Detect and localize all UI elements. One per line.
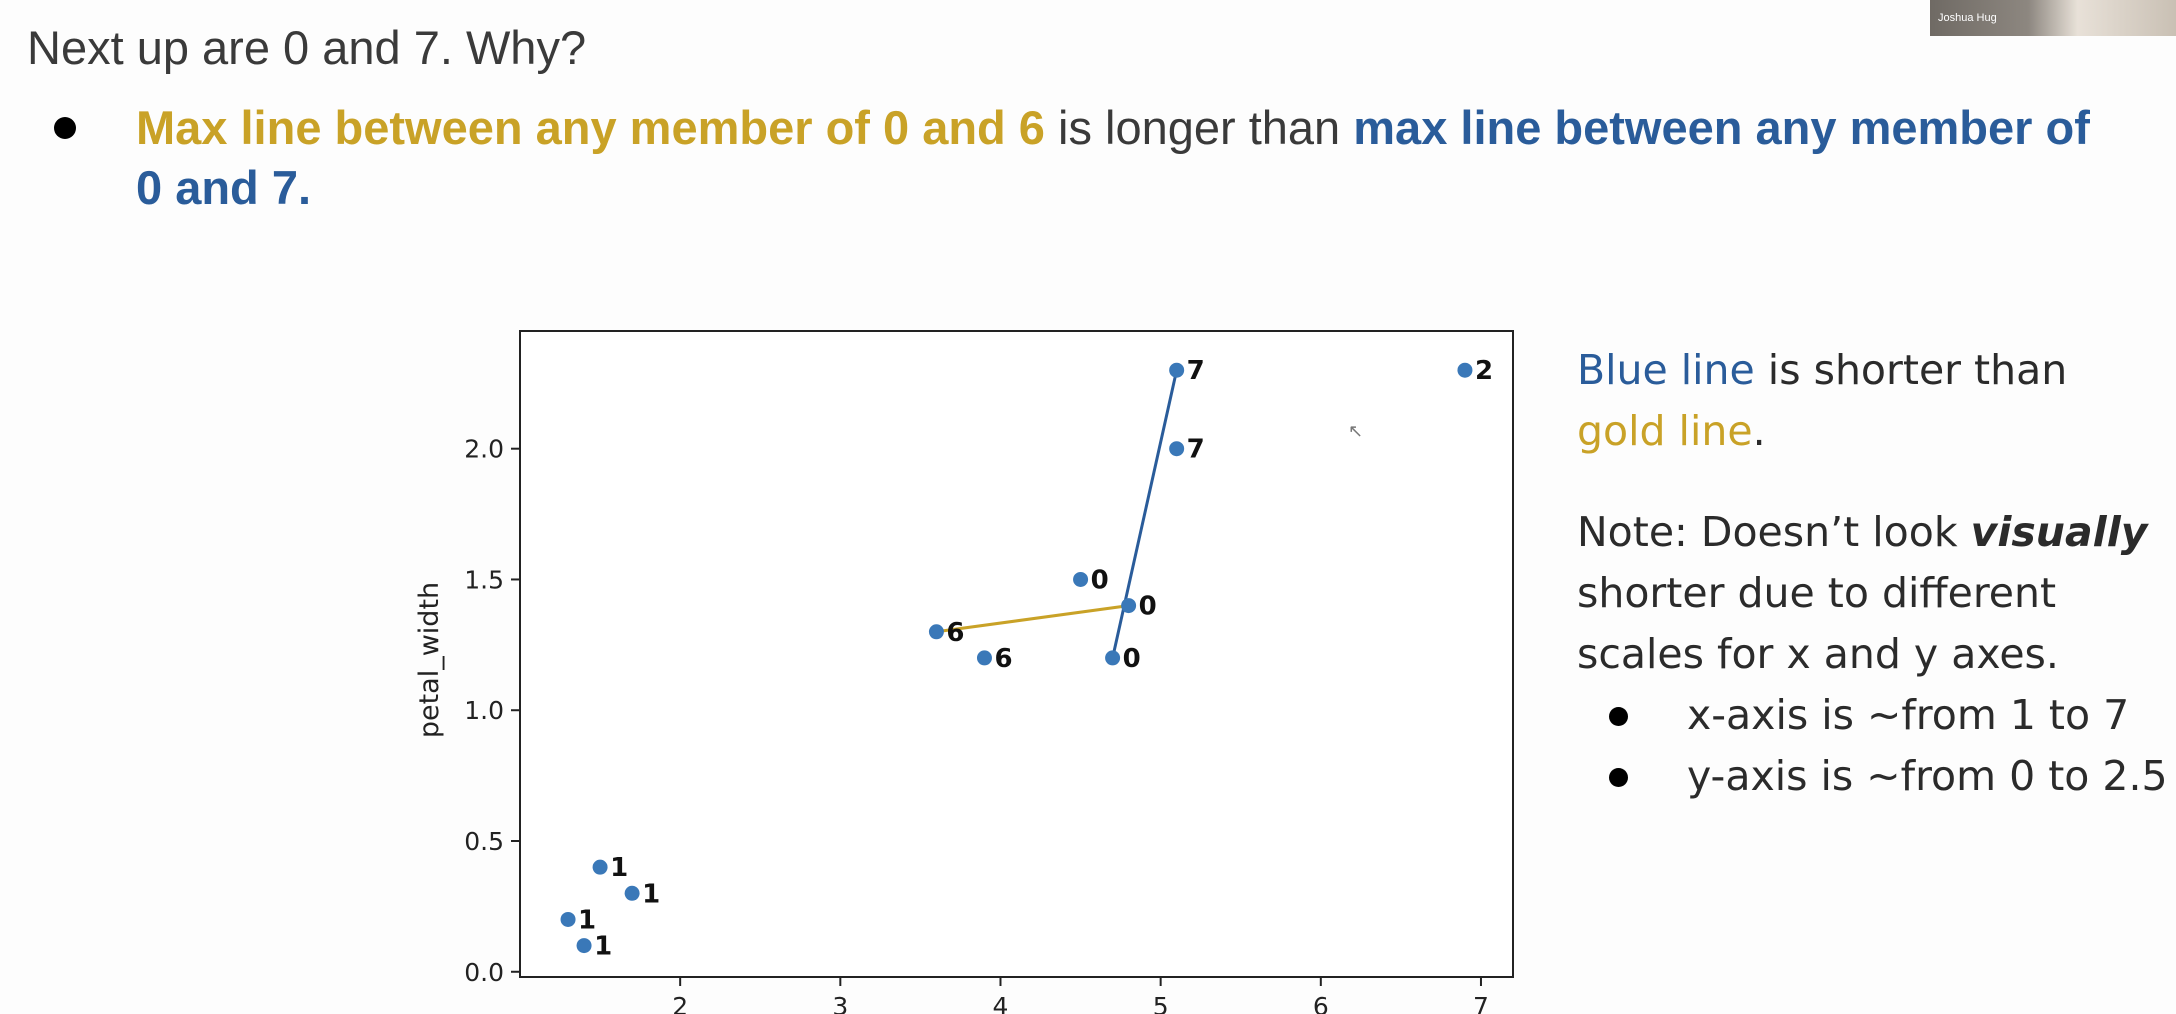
point-label: 1: [594, 932, 612, 962]
bullet-connector: is longer than: [1044, 101, 1354, 154]
data-point: [576, 938, 592, 954]
slide-title: Next up are 0 and 7. Why?: [27, 21, 587, 74]
y-tick-label: 0.0: [464, 958, 504, 987]
point-label: 7: [1187, 356, 1205, 386]
blue-line-label: Blue line: [1577, 346, 1755, 394]
data-point: [1169, 441, 1185, 457]
gold-phrase: Max line between any member of 0 and 6: [136, 101, 1045, 154]
point-label: 6: [994, 644, 1012, 674]
list-item: x-axis is ~from 1 to 7: [1577, 685, 2167, 746]
axis-range-list: x-axis is ~from 1 to 7 y-axis is ~from 0…: [1577, 685, 2168, 807]
point-label: 0: [1123, 644, 1141, 674]
y-tick-label: 2.0: [464, 435, 504, 464]
y-tick-label: 1.5: [464, 565, 504, 594]
mouse-cursor-icon: ↖: [1348, 421, 1364, 441]
data-point: [560, 911, 576, 927]
y-axis-label: petal_width: [414, 582, 445, 738]
point-label: 1: [610, 853, 628, 883]
point-label: 0: [1091, 565, 1109, 595]
plot-frame: [519, 330, 1514, 978]
bullet-text: Max line between any member of 0 and 6 i…: [136, 98, 2126, 218]
point-label: 1: [578, 905, 596, 935]
data-point: [1073, 571, 1089, 587]
note-text: Note: Doesn’t look visually shorter due …: [1577, 502, 2167, 685]
point-label: 2: [1475, 356, 1493, 386]
point-label: 0: [1139, 592, 1157, 622]
comparison-connector: is shorter than: [1754, 346, 2068, 394]
point-label: 1: [642, 879, 660, 909]
data-point: [592, 859, 608, 875]
gold-line: [936, 604, 1129, 634]
webcam-thumbnail: Joshua Hug: [1930, 0, 2176, 36]
x-tick-label: 6: [1313, 992, 1329, 1014]
data-point: [1105, 650, 1121, 666]
note-rest: shorter due to different scales for x an…: [1577, 569, 2059, 678]
point-label: 6: [946, 618, 964, 648]
data-point: [1121, 598, 1137, 614]
y-tick-label: 0.5: [464, 827, 504, 856]
point-label: 7: [1187, 435, 1205, 465]
x-tick-label: 7: [1473, 992, 1489, 1014]
data-point: [928, 624, 944, 640]
x-tick-label: 3: [832, 992, 848, 1014]
x-tick-label: 5: [1153, 992, 1169, 1014]
list-item: y-axis is ~from 0 to 2.5: [1577, 746, 2168, 807]
bullet-dot-icon: [54, 117, 76, 139]
x-tick-label: 4: [993, 992, 1009, 1014]
data-point: [624, 885, 640, 901]
gold-line-label: gold line: [1577, 407, 1753, 455]
comparison-end: .: [1752, 407, 1766, 455]
x-tick-label: 2: [672, 992, 688, 1014]
data-point: [1169, 362, 1185, 378]
y-tick-label: 1.0: [464, 696, 504, 725]
comparison-text: Blue line is shorter than gold line.: [1577, 340, 2167, 462]
note-emphasis: visually: [1970, 508, 2148, 556]
webcam-name-label: Joshua Hug: [1938, 12, 1997, 24]
data-point: [1457, 362, 1473, 378]
note-prefix: Note: Doesn’t look: [1577, 508, 1971, 556]
blue-phrase: max line between any member of 0 and 7.: [136, 101, 2090, 214]
data-point: [976, 650, 992, 666]
side-note: Blue line is shorter than gold line. Not…: [1577, 340, 2168, 807]
